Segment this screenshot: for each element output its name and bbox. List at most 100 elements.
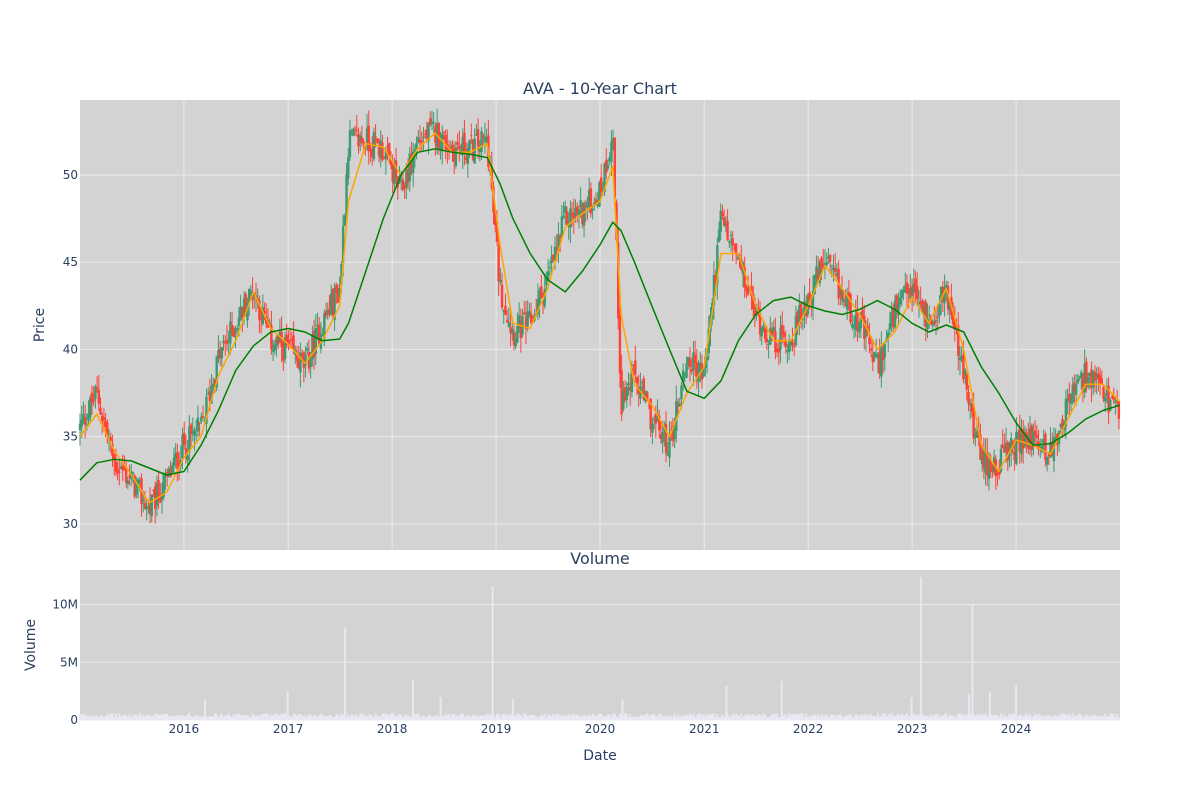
candle-body — [606, 165, 610, 169]
volume-bar — [364, 715, 367, 720]
volume-spike-bar — [204, 699, 207, 720]
volume-bar — [178, 716, 181, 720]
volume-bar — [866, 715, 869, 720]
candle-body — [781, 324, 784, 335]
volume-bar — [863, 714, 866, 720]
candle-body — [145, 505, 148, 510]
candle-body — [618, 316, 622, 374]
volume-bar — [718, 717, 721, 720]
volume-bar — [155, 713, 158, 720]
volume-spike-bar — [621, 699, 624, 720]
candle-body — [685, 363, 688, 378]
candle-body — [963, 369, 967, 375]
volume-bar — [169, 715, 172, 720]
candle-body — [217, 350, 220, 359]
volume-bar — [806, 716, 809, 720]
volume-bar — [376, 716, 379, 720]
volume-bar — [1109, 713, 1112, 720]
volume-bar — [1049, 715, 1052, 720]
volume-bar — [1076, 715, 1079, 720]
candle-body — [864, 326, 868, 337]
x-tick-label: 2023 — [897, 722, 928, 736]
volume-bar — [899, 716, 902, 720]
volume-bar — [193, 715, 196, 720]
volume-bar — [449, 716, 452, 720]
candle-body — [810, 301, 813, 303]
candle-body — [268, 323, 271, 325]
candle-body — [312, 330, 316, 358]
candle-body — [980, 451, 984, 465]
volume-bar — [745, 714, 748, 720]
candle-body — [307, 351, 311, 369]
candle-body — [898, 297, 902, 305]
volume-bar — [167, 716, 170, 720]
volume-bar — [1035, 714, 1038, 720]
candle-body — [376, 138, 379, 143]
volume-bar — [1052, 715, 1055, 720]
candle-body — [131, 471, 135, 474]
price-y-tick-label: 40 — [63, 342, 78, 356]
candle-body — [936, 316, 939, 318]
volume-bar — [728, 716, 731, 720]
candle-body — [931, 322, 934, 326]
volume-y-tick-label: 0 — [70, 713, 78, 727]
volume-bar — [171, 716, 174, 720]
volume-bar — [425, 717, 428, 720]
candle-body — [681, 370, 685, 383]
candle-body — [1049, 441, 1052, 458]
candle-body — [543, 288, 546, 307]
volume-bar — [383, 713, 386, 720]
candle-body — [798, 305, 801, 324]
candle-body — [83, 417, 87, 425]
volume-bar — [1006, 716, 1009, 720]
candle-body — [1083, 363, 1086, 393]
volume-bar — [612, 713, 615, 720]
candle-body — [258, 300, 261, 320]
candle-body — [507, 322, 511, 328]
volume-bar — [574, 714, 577, 720]
volume-bar — [699, 713, 702, 720]
volume-bar — [1056, 716, 1059, 720]
volume-bar — [864, 714, 867, 720]
candle-body — [591, 208, 594, 211]
candle-body — [897, 303, 900, 316]
candle-body — [589, 188, 593, 214]
candle-body — [661, 431, 664, 443]
volume-bar — [858, 716, 861, 720]
volume-bar — [137, 715, 140, 720]
x-ticks: 2016 2017 2018 2019 2020 2021 2022 2023 2024 — [169, 722, 1032, 736]
candle-body — [394, 160, 398, 179]
candle-body — [671, 425, 675, 441]
volume-bar — [771, 714, 774, 720]
candle-body — [464, 157, 468, 161]
volume-bar — [1022, 716, 1025, 720]
volume-bar — [663, 715, 666, 720]
candle-body — [1020, 433, 1023, 455]
candle-body — [676, 405, 680, 407]
volume-bar — [164, 714, 167, 720]
candle-body — [1011, 440, 1015, 448]
candle-body — [162, 474, 165, 498]
volume-bar — [789, 714, 792, 720]
volume-bar — [714, 716, 717, 720]
volume-bar — [798, 714, 801, 720]
candle-body — [823, 263, 827, 265]
volume-bar — [330, 715, 333, 720]
candle-body — [85, 424, 89, 426]
volume-bar — [593, 714, 596, 720]
candle-body — [393, 165, 396, 184]
volume-bar — [690, 715, 693, 720]
candle-body — [1069, 400, 1073, 404]
volume-bar — [750, 714, 753, 720]
candle-body — [731, 238, 734, 246]
volume-bar — [601, 715, 604, 720]
candle-body — [152, 489, 155, 491]
candle-body — [996, 471, 999, 473]
candle-body — [916, 285, 919, 299]
volume-bar — [654, 716, 657, 720]
candle-body — [500, 284, 504, 308]
candle-body — [235, 328, 239, 331]
volume-bar — [777, 717, 780, 720]
candle-body — [101, 415, 104, 421]
candle-body — [982, 449, 986, 469]
